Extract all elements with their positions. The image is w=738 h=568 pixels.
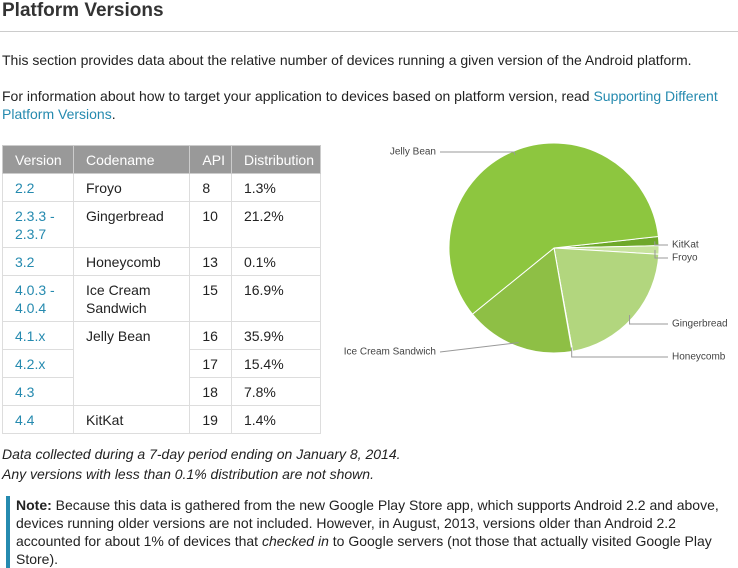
codename-cell: Ice Cream Sandwich [72,275,191,322]
leader-line [654,241,668,246]
api-cell: 17 [189,349,232,378]
distribution-cell: 16.9% [230,275,322,322]
distribution-cell: 21.2% [230,201,322,248]
pie-chart: KitKat Froyo Gingerbread Honeycomb Ice Cream… [344,142,728,363]
version-cell: 4.1.x [2,321,74,350]
text: . [111,106,116,122]
distribution-cell: 1.4% [230,405,322,434]
api-cell: 13 [189,247,232,276]
page-title: Platform Versions [2,0,164,21]
leader-line [439,342,519,353]
version-cell: 4.0.3 - 4.0.4 [2,275,74,322]
note-label: Note: [16,497,52,513]
api-cell: 8 [189,173,232,202]
api-cell: 19 [189,405,232,434]
column-header: Distribution [230,145,322,174]
version-cell: 4.4 [2,405,74,434]
column-header: API [189,145,232,174]
emphasis: checked in [261,533,329,549]
version-cell: 2.2 [2,173,74,202]
slice-label: Gingerbread [672,319,728,330]
note: Note: Because this data is gathered from… [6,496,738,568]
distribution-cell: 15.4% [230,349,322,378]
distribution-cell: 0.1% [230,247,322,276]
distribution-cell: 35.9% [230,321,322,350]
table-row: 4.1.x Jelly Bean 16 35.9% [2,321,322,406]
intro-paragraph: For information about how to target your… [2,87,732,123]
version-cell: 2.3.3 - 2.3.7 [2,201,74,248]
distribution-cell: 1.3% [230,173,322,202]
slice-label: KitKat [672,240,699,251]
intro-paragraph: This section provides data about the rel… [2,52,692,68]
slice-label: Ice Cream Sandwich [344,347,436,358]
slice-label: Honeycomb [672,352,726,363]
leader-line [629,315,668,325]
column-header: Codename [72,145,191,174]
pie-slice [448,142,659,315]
table-row: 4.2.x 17 15.4% [2,349,322,378]
api-cell: 15 [189,275,232,322]
text: Because this data is gathered from the n… [16,497,719,549]
version-cell: 4.3 [2,377,74,406]
table-row: 3.2 Honeycomb 13 0.1% [2,247,322,276]
codename-cell: Honeycomb [72,247,191,276]
api-cell: 18 [189,377,232,406]
slice-label: Froyo [672,253,698,264]
pie-slice [553,247,660,352]
table-row: 2.2 Froyo 8 1.3% [2,173,322,202]
version-table: Version Codename API Distribution 2.2 Froyo 8 1… [2,145,322,434]
table-row: 2.3.3 - 2.3.7 Gingerbread 10 21.2% [2,201,322,248]
footnote: Any versions with less than 0.1% distrib… [2,466,374,482]
codename-cell: Jelly Bean [72,321,191,406]
distribution-cell: 7.8% [230,377,322,406]
api-cell: 10 [189,201,232,248]
pie-slice [471,247,573,354]
leader-line [654,249,668,259]
codename-cell: Froyo [72,173,191,202]
version-cell: 4.2.x [2,349,74,378]
api-cell: 16 [189,321,232,350]
link[interactable]: Supporting Different Platform Versions [2,88,718,122]
column-header: Version [2,145,74,174]
text: For information about how to target your… [2,88,594,104]
leader-line [440,151,516,155]
title-rule [0,31,738,32]
footnote: Data collected during a 7-day period end… [2,446,401,462]
codename-cell: KitKat [72,405,191,434]
version-cell: 3.2 [2,247,74,276]
leader-line [571,347,668,358]
codename-cell: Gingerbread [72,201,191,248]
table-row: 4.3 18 7.8% [2,377,322,406]
table-row: 4.4 KitKat 19 1.4% [2,405,322,434]
table-row: 4.0.3 - 4.0.4 Ice Cream Sandwich 15 16.9% [2,275,322,322]
slice-label: Jelly Bean [390,147,436,158]
